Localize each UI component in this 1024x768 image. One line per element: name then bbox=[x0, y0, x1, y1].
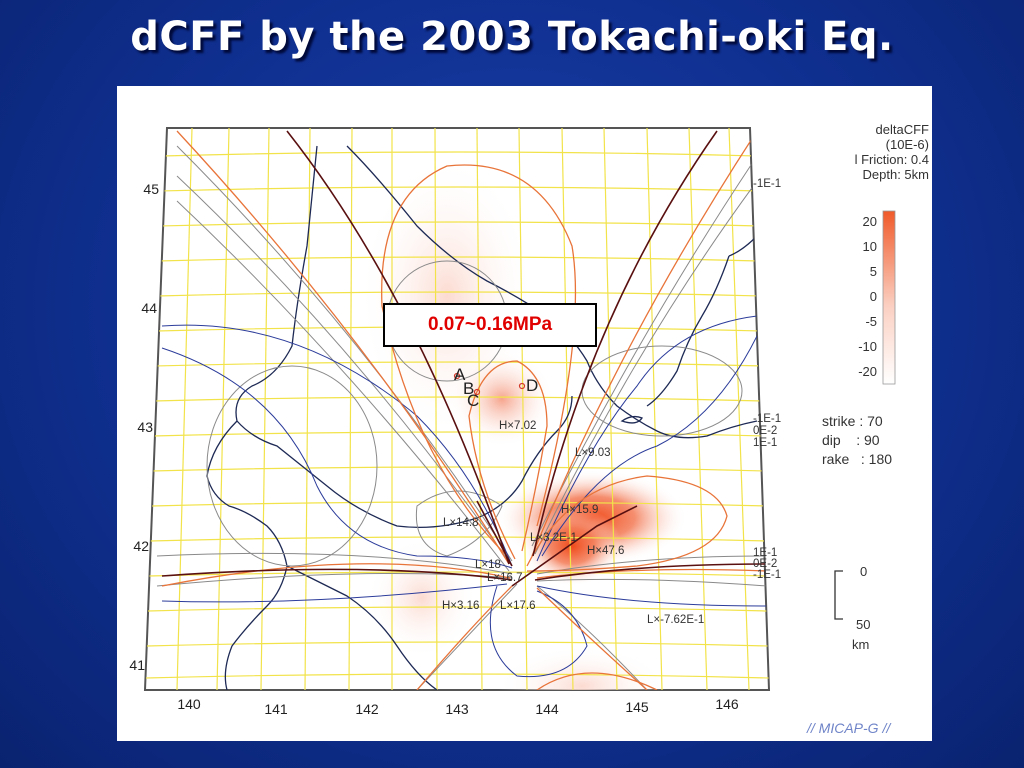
scale-bottom-value: 50 bbox=[856, 617, 870, 632]
label-l-17-6: L×17.6 bbox=[500, 600, 536, 612]
lat-tick-45: 45 bbox=[143, 181, 159, 197]
label-l-9-03: L×9.03 bbox=[575, 447, 611, 459]
distance-scale-bar bbox=[834, 570, 843, 620]
label-l-18: L×18 bbox=[475, 559, 501, 571]
site-d-marker bbox=[518, 382, 526, 390]
label-l-7-62e-1: L×-7.62E-1 bbox=[647, 614, 704, 626]
param-strike: strike : 70 bbox=[822, 413, 883, 429]
label-edge-top: -1E-1 bbox=[753, 178, 781, 190]
scale-value-m5: -5 bbox=[865, 314, 877, 329]
scale-value-m20: -20 bbox=[858, 364, 877, 379]
blue-contours bbox=[161, 315, 768, 678]
lon-tick-143: 143 bbox=[445, 701, 469, 717]
param-dip: dip : 90 bbox=[822, 432, 880, 448]
scale-value-m10: -10 bbox=[858, 339, 877, 354]
label-edge-low-a: 1E-1 bbox=[753, 547, 777, 559]
label-h-47-6: H×47.6 bbox=[587, 545, 624, 557]
legend-line-4: Depth: 5km bbox=[862, 167, 929, 182]
lon-tick-140: 140 bbox=[177, 696, 201, 712]
lon-tick-142: 142 bbox=[355, 701, 379, 717]
color-scale-bar bbox=[882, 210, 896, 385]
site-label-a: A bbox=[454, 365, 466, 384]
scale-value-10: 10 bbox=[863, 239, 877, 254]
lat-tick-43: 43 bbox=[137, 419, 153, 435]
scale-unit: km bbox=[852, 637, 869, 652]
scale-value-20: 20 bbox=[863, 214, 877, 229]
site-c-marker bbox=[473, 388, 481, 396]
label-edge-mid-a: -1E-1 bbox=[753, 413, 781, 425]
label-l-14-8: L×14.8 bbox=[443, 517, 479, 529]
label-edge-mid-b: 0E-2 bbox=[753, 425, 777, 437]
label-l-3-2e-1: L×3.2E-1 bbox=[530, 532, 577, 544]
lon-tick-144: 144 bbox=[535, 701, 559, 717]
lat-tick-41: 41 bbox=[129, 657, 145, 673]
label-edge-low-c: -1E-1 bbox=[753, 569, 781, 581]
fault-params: strike : 70 dip : 90 rake : 180 bbox=[822, 412, 892, 469]
label-l-16-7: L×16.7 bbox=[487, 572, 523, 584]
label-h-3-16: H×3.16 bbox=[442, 600, 479, 612]
lat-tick-44: 44 bbox=[141, 300, 157, 316]
label-edge-low-b: 0E-2 bbox=[753, 558, 777, 570]
lon-tick-145: 145 bbox=[625, 699, 649, 715]
label-h-7-02: H×7.02 bbox=[499, 420, 536, 432]
scale-value-0: 0 bbox=[870, 289, 877, 304]
stress-range-callout: 0.07~0.16MPa bbox=[383, 303, 597, 347]
scale-value-5: 5 bbox=[870, 264, 877, 279]
legend-title: deltaCFF (10E-6) l Friction: 0.4 Depth: … bbox=[805, 122, 929, 182]
coastline bbox=[206, 145, 758, 690]
lon-tick-141: 141 bbox=[264, 701, 288, 717]
dcff-map: A B C D H×7.02 L×9.03 H×15.9 L×14.8 L×3.… bbox=[129, 127, 896, 717]
legend-line-3: l Friction: 0.4 bbox=[854, 152, 929, 167]
scale-top-value: 0 bbox=[860, 564, 867, 579]
legend-line-2: (10E-6) bbox=[885, 137, 929, 152]
graticule bbox=[145, 128, 769, 690]
lon-tick-146: 146 bbox=[715, 696, 739, 712]
warm-lobe-north bbox=[450, 351, 554, 447]
site-label-d: D bbox=[526, 376, 538, 395]
lat-tick-42: 42 bbox=[133, 538, 149, 554]
param-rake: rake : 180 bbox=[822, 451, 893, 467]
site-markers bbox=[453, 372, 526, 396]
legend-line-1: deltaCFF bbox=[875, 122, 929, 137]
site-label-c: C bbox=[467, 391, 479, 410]
micap-credit: // MICAP-G // bbox=[807, 720, 891, 736]
dcff-figure: A B C D H×7.02 L×9.03 H×15.9 L×14.8 L×3.… bbox=[117, 86, 932, 741]
site-a-marker bbox=[453, 372, 461, 380]
site-label-b: B bbox=[463, 379, 474, 398]
slide-title: dCFF by the 2003 Tokachi-oki Eq. bbox=[130, 14, 894, 60]
label-h-15-9: H×15.9 bbox=[561, 504, 598, 516]
label-edge-mid-c: 1E-1 bbox=[753, 437, 777, 449]
